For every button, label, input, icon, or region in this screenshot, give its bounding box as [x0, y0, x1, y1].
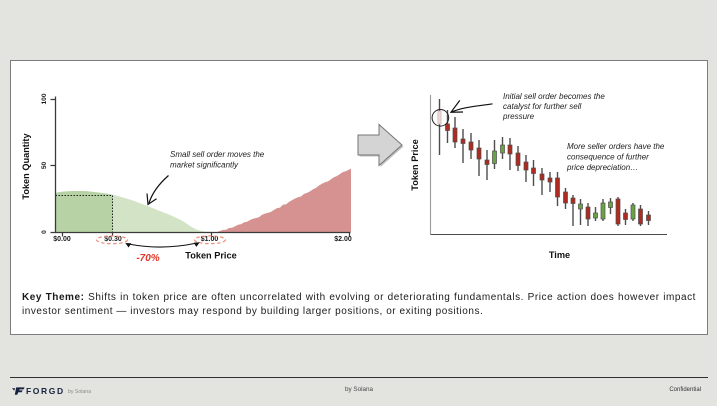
svg-text:$0.00: $0.00 [53, 236, 71, 243]
svg-text:consequence of further: consequence of further [567, 153, 649, 162]
svg-text:Token Quantity: Token Quantity [21, 133, 31, 200]
svg-text:$1.00: $1.00 [201, 236, 219, 243]
svg-text:$2.00: $2.00 [334, 236, 352, 243]
svg-text:Small sell order moves the: Small sell order moves the [170, 150, 265, 159]
svg-text:100: 100 [41, 93, 48, 104]
svg-text:0: 0 [41, 230, 48, 234]
svg-text:Time: Time [549, 250, 570, 260]
svg-text:Initial sell order becomes the: Initial sell order becomes the [503, 92, 605, 101]
svg-text:$0.30: $0.30 [104, 236, 122, 243]
svg-text:pressure: pressure [502, 112, 535, 121]
svg-text:50: 50 [41, 162, 48, 170]
svg-text:market significantly: market significantly [170, 161, 239, 170]
svg-text:Token Price: Token Price [185, 251, 236, 261]
svg-text:catalyst for further sell: catalyst for further sell [503, 102, 581, 111]
svg-text:Token Price: Token Price [410, 139, 420, 190]
svg-text:More seller orders have the: More seller orders have the [567, 142, 665, 151]
svg-text:-70%: -70% [136, 253, 159, 264]
svg-text:price depreciation…: price depreciation… [566, 163, 638, 172]
